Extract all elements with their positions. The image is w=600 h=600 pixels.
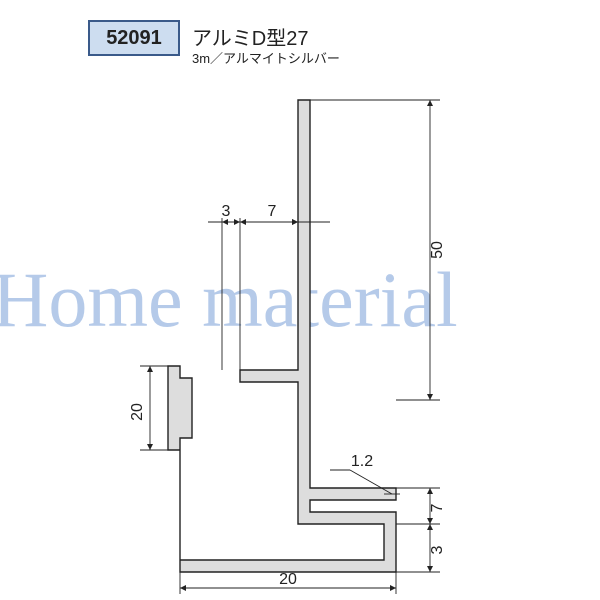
page-root: 52091 アルミD型27 3m／アルマイトシルバー Home material… bbox=[0, 0, 600, 600]
svg-text:3: 3 bbox=[222, 203, 231, 220]
svg-text:20: 20 bbox=[279, 571, 297, 588]
svg-text:7: 7 bbox=[429, 503, 446, 512]
svg-text:1.2: 1.2 bbox=[351, 453, 373, 470]
svg-text:20: 20 bbox=[129, 403, 146, 421]
technical-drawing: 50 7 3 1.2 20 3 7 20 bbox=[0, 0, 600, 600]
svg-text:3: 3 bbox=[429, 545, 446, 554]
svg-text:7: 7 bbox=[268, 203, 277, 220]
svg-text:50: 50 bbox=[429, 241, 446, 259]
